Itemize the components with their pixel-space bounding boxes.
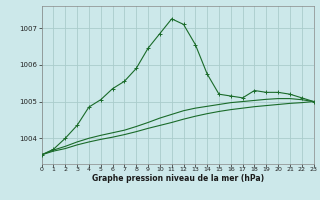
X-axis label: Graphe pression niveau de la mer (hPa): Graphe pression niveau de la mer (hPa): [92, 174, 264, 183]
